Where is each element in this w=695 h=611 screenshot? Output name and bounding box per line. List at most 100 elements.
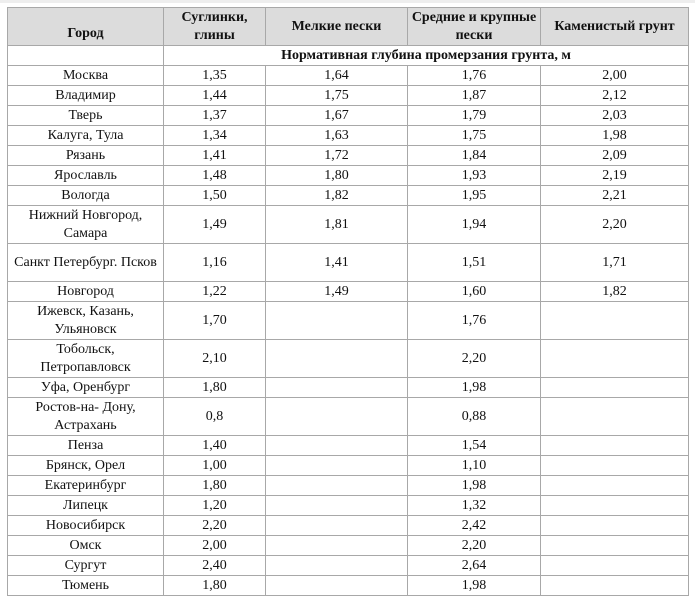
value-cell [540,535,689,556]
value-cell [540,397,689,436]
table-row: Вологда 1,50 1,82 1,95 2,21 [7,185,689,206]
value-cell [540,435,689,456]
value-cell: 0,8 [163,397,266,436]
value-cell: 2,10 [163,339,266,378]
value-cell: 1,70 [163,301,266,340]
table-row: Пенза 1,40 1,54 [7,435,689,456]
value-cell: 1,81 [265,205,408,244]
value-cell [265,339,408,378]
value-cell: 1,20 [163,495,266,516]
value-cell: 1,80 [265,165,408,186]
value-cell: 2,09 [540,145,689,166]
value-cell: 1,54 [407,435,541,456]
value-cell: 1,75 [265,85,408,106]
city-cell: Москва [7,65,164,86]
value-cell: 1,44 [163,85,266,106]
city-cell: Вологда [7,185,164,206]
value-cell: 1,10 [407,455,541,476]
table-row: Сургут 2,40 2,64 [7,555,689,576]
value-cell: 1,00 [163,455,266,476]
value-cell: 2,21 [540,185,689,206]
frost-depth-table: Город Суглинки, глины Мелкие пески Средн… [7,7,689,596]
value-cell: 1,48 [163,165,266,186]
value-cell [540,515,689,536]
city-cell: Уфа, Оренбург [7,377,164,398]
value-cell: 1,82 [540,281,689,302]
value-cell: 1,49 [265,281,408,302]
value-cell: 1,63 [265,125,408,146]
value-cell: 1,98 [407,575,541,596]
city-cell: Тобольск, Петропавловск [7,339,164,378]
city-cell: Липецк [7,495,164,516]
city-cell: Рязань [7,145,164,166]
value-cell: 1,64 [265,65,408,86]
value-cell: 1,49 [163,205,266,244]
value-cell: 1,98 [407,377,541,398]
subheader-caption: Нормативная глубина промерзания грунта, … [163,45,689,66]
value-cell: 2,42 [407,515,541,536]
city-cell: Калуга, Тула [7,125,164,146]
city-cell: Пенза [7,435,164,456]
value-cell: 1,98 [407,475,541,496]
value-cell [265,377,408,398]
value-cell: 1,67 [265,105,408,126]
value-cell: 1,87 [407,85,541,106]
value-cell: 2,64 [407,555,541,576]
value-cell: 1,40 [163,435,266,456]
table-row: Тюмень 1,80 1,98 [7,575,689,596]
subheader-empty-cell [7,45,164,66]
value-cell: 2,19 [540,165,689,186]
value-cell: 1,93 [407,165,541,186]
column-header-rocky-soil: Каменистый грунт [540,7,689,46]
city-cell: Ижевск, Казань, Ульяновск [7,301,164,340]
table-row: Москва 1,35 1,64 1,76 2,00 [7,65,689,86]
value-cell: 1,35 [163,65,266,86]
value-cell: 1,41 [265,243,408,282]
value-cell: 2,00 [540,65,689,86]
city-cell: Тюмень [7,575,164,596]
value-cell [540,301,689,340]
value-cell: 2,03 [540,105,689,126]
city-cell: Нижний Новгород, Самара [7,205,164,244]
table-row: Омск 2,00 2,20 [7,535,689,556]
value-cell: 1,76 [407,301,541,340]
value-cell: 1,75 [407,125,541,146]
value-cell: 1,80 [163,575,266,596]
table-row: Ижевск, Казань, Ульяновск 1,70 1,76 [7,301,689,340]
value-cell [265,435,408,456]
city-cell: Омск [7,535,164,556]
value-cell: 1,72 [265,145,408,166]
value-cell: 2,20 [407,339,541,378]
value-cell [265,495,408,516]
value-cell [265,535,408,556]
table-row: Ярославль 1,48 1,80 1,93 2,19 [7,165,689,186]
subheader-row: Нормативная глубина промерзания грунта, … [7,45,689,66]
value-cell: 1,71 [540,243,689,282]
value-cell [540,339,689,378]
city-cell: Санкт Петербург. Псков [7,243,164,282]
city-cell: Владимир [7,85,164,106]
value-cell: 1,50 [163,185,266,206]
city-cell: Сургут [7,555,164,576]
column-header-city: Город [7,7,164,46]
table-row: Тверь 1,37 1,67 1,79 2,03 [7,105,689,126]
column-header-fine-sand: Мелкие пески [265,7,408,46]
city-cell: Новосибирск [7,515,164,536]
value-cell: 1,84 [407,145,541,166]
table-row: Калуга, Тула 1,34 1,63 1,75 1,98 [7,125,689,146]
value-cell [265,575,408,596]
value-cell: 2,40 [163,555,266,576]
city-cell: Тверь [7,105,164,126]
value-cell [265,475,408,496]
value-cell [540,475,689,496]
table-row: Екатеринбург 1,80 1,98 [7,475,689,496]
value-cell: 1,34 [163,125,266,146]
value-cell: 0,88 [407,397,541,436]
header-row: Город Суглинки, глины Мелкие пески Средн… [7,7,689,46]
table-row: Владимир 1,44 1,75 1,87 2,12 [7,85,689,106]
city-cell: Ростов-на- Дону, Астрахань [7,397,164,436]
value-cell: 1,60 [407,281,541,302]
value-cell: 1,95 [407,185,541,206]
value-cell [540,495,689,516]
table-row: Новосибирск 2,20 2,42 [7,515,689,536]
